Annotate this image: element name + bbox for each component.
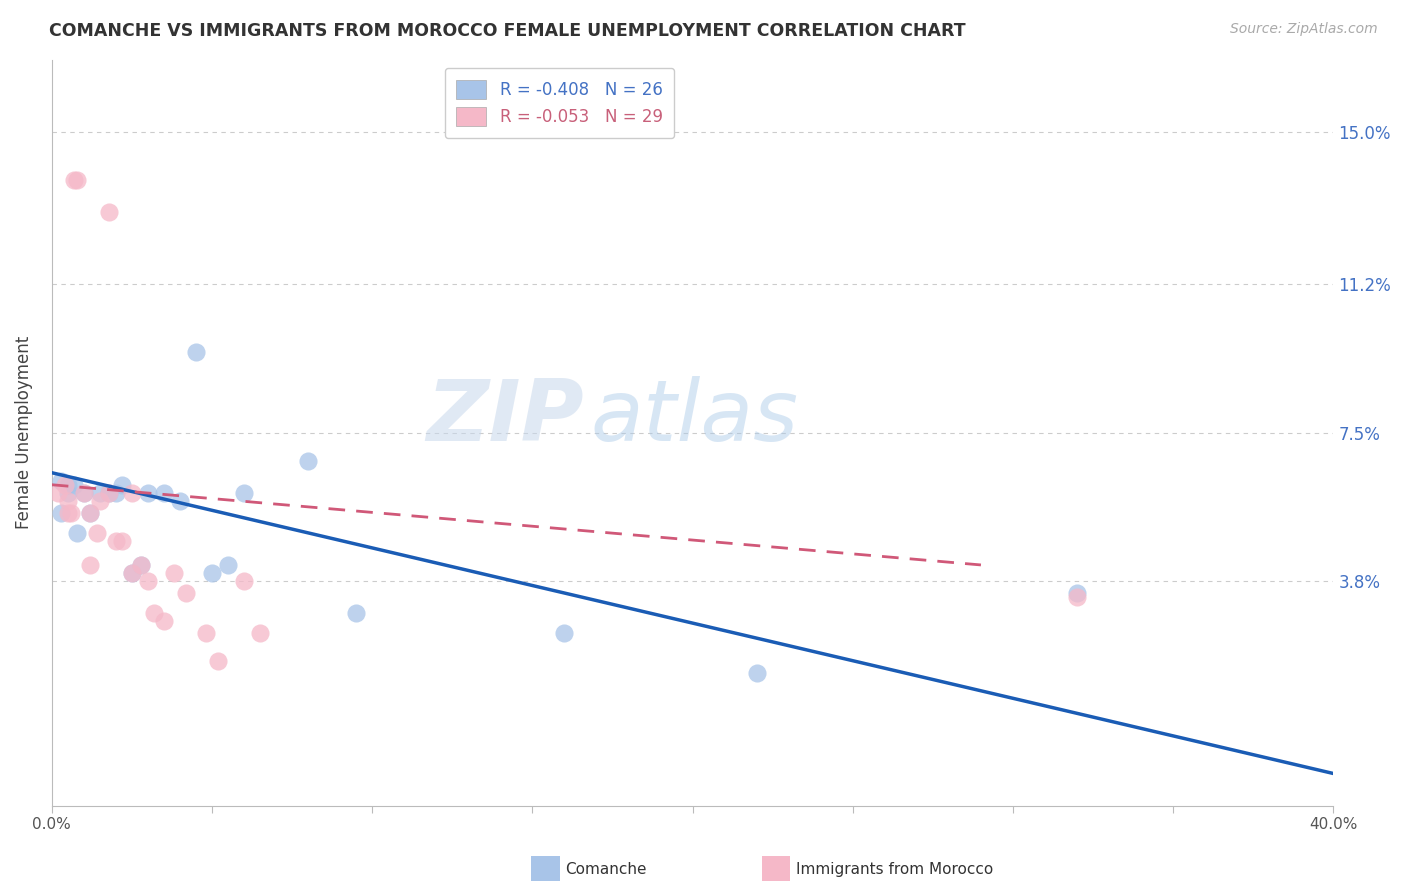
Point [201,566,224,580]
Text: atlas: atlas [591,376,799,459]
Point [143,606,166,620]
Point [176,586,198,600]
Point [344,606,367,620]
Point [59,506,82,520]
Point [73,485,96,500]
Point [56,493,79,508]
Point [1066,590,1088,604]
Point [66,173,89,187]
Point [53,477,76,491]
Point [111,533,134,548]
Point [121,566,143,580]
Point [98,485,121,500]
Point [111,477,134,491]
Point [104,533,127,548]
Text: COMANCHE VS IMMIGRANTS FROM MOROCCO FEMALE UNEMPLOYMENT CORRELATION CHART: COMANCHE VS IMMIGRANTS FROM MOROCCO FEMA… [49,22,966,40]
Point [1066,586,1088,600]
Point [104,485,127,500]
Text: ZIP: ZIP [426,376,583,459]
Point [46,485,69,500]
Point [233,485,256,500]
Point [553,626,575,640]
Point [56,485,79,500]
Point [86,525,108,540]
Point [745,666,768,681]
Point [136,574,159,588]
Point [98,485,121,500]
Point [51,506,73,520]
Point [73,485,96,500]
Point [89,485,111,500]
Point [184,345,207,359]
Point [194,626,217,640]
Point [51,474,73,488]
Point [79,558,101,572]
Point [207,654,229,668]
Point [98,205,121,219]
Point [153,614,176,628]
Point [121,566,143,580]
Point [79,506,101,520]
Text: Immigrants from Morocco: Immigrants from Morocco [796,863,993,877]
Text: Comanche: Comanche [565,863,647,877]
Point [217,558,239,572]
Point [249,626,271,640]
Point [79,506,101,520]
Point [131,558,153,572]
Point [63,173,86,187]
Point [169,493,191,508]
Point [131,558,153,572]
Point [66,525,89,540]
Point [153,485,176,500]
Point [56,506,79,520]
Point [63,477,86,491]
Point [162,566,184,580]
Text: Source: ZipAtlas.com: Source: ZipAtlas.com [1230,22,1378,37]
Point [89,493,111,508]
Point [121,485,143,500]
Legend: R = -0.408   N = 26, R = -0.053   N = 29: R = -0.408 N = 26, R = -0.053 N = 29 [444,68,675,138]
Point [233,574,256,588]
Point [136,485,159,500]
Point [297,453,319,467]
Point [56,477,79,491]
Y-axis label: Female Unemployment: Female Unemployment [15,336,32,529]
